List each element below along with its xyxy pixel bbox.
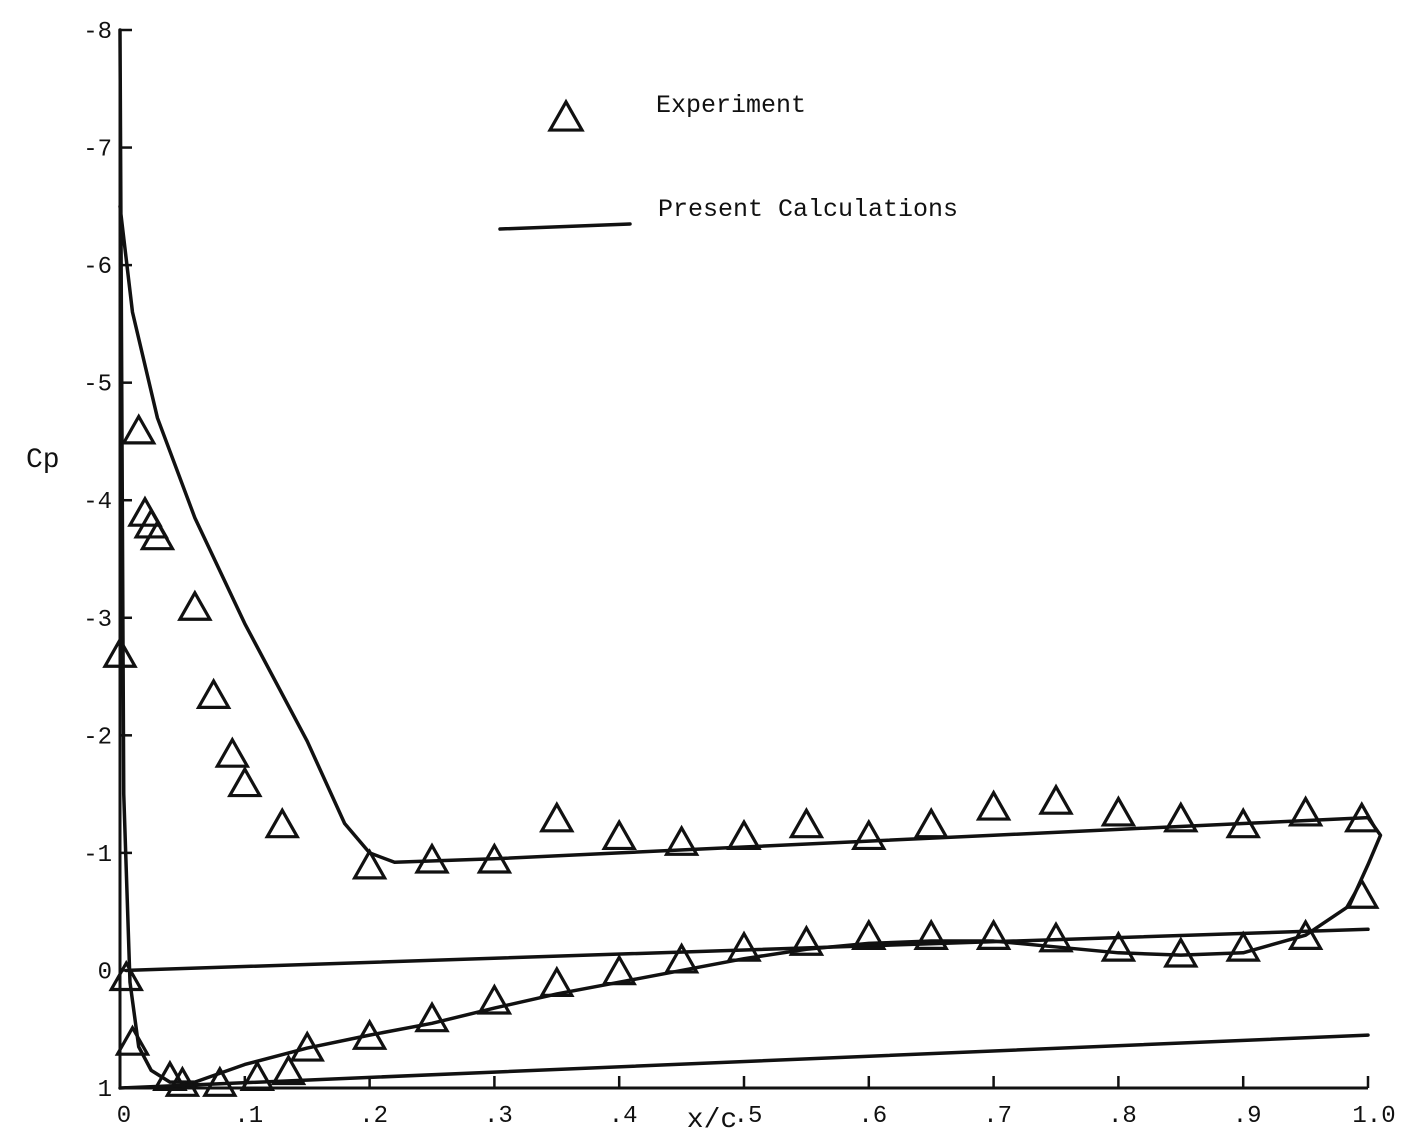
experiment-point	[120, 413, 157, 445]
experiment-point	[227, 765, 263, 798]
y-axis-tick-label: 1	[98, 1077, 112, 1104]
present-calculations-curve-1	[118, 28, 1383, 1084]
experiment-point	[663, 942, 700, 974]
experiment-point	[726, 930, 762, 962]
experiment-point	[1038, 921, 1074, 953]
x-axis-tick-label: .8	[1108, 1103, 1137, 1130]
x-axis-tick-label: .6	[858, 1103, 887, 1130]
experiment-point	[214, 736, 251, 768]
x-axis-tick-label: .2	[359, 1103, 388, 1130]
x-axis-tick-label: 0	[117, 1103, 131, 1130]
experiment-point	[851, 918, 887, 950]
x-axis-tick-label: .4	[609, 1103, 638, 1130]
y-axis-tick-label: -7	[83, 137, 112, 164]
x-axis-tick-label: .9	[1233, 1103, 1262, 1130]
y-axis-tick-label: -1	[83, 842, 112, 869]
experiment-point	[726, 818, 762, 851]
experiment-point	[1163, 936, 1199, 968]
experiment-point	[851, 818, 887, 851]
experiment-markers	[102, 413, 1380, 1097]
y-axis-tick-label: -4	[83, 489, 112, 516]
experiment-point	[351, 848, 388, 880]
experiment-point	[1225, 930, 1261, 962]
experiment-point	[975, 789, 1012, 821]
x-axis-tick-label: .7	[983, 1103, 1012, 1130]
experiment-point	[102, 636, 138, 668]
experiment-point	[476, 842, 513, 874]
experiment-point	[139, 519, 176, 551]
experiment-point	[195, 677, 232, 709]
experiment-point	[1344, 801, 1380, 833]
experiment-point	[913, 918, 949, 950]
x-axis-tick-label: .1	[234, 1103, 263, 1130]
experiment-point	[289, 1030, 325, 1062]
experiment-point	[177, 589, 213, 621]
experiment-point	[239, 1059, 276, 1092]
present-calculations-curve-2	[124, 927, 1370, 973]
experiment-point	[539, 965, 575, 997]
experiment-point	[1344, 877, 1380, 909]
x-axis-tick-label: 1.0	[1352, 1103, 1395, 1130]
experiment-point	[1100, 930, 1137, 962]
experiment-point	[1100, 795, 1137, 827]
experiment-point	[202, 1065, 238, 1097]
legend-present-calculations-line-icon	[498, 222, 632, 231]
experiment-point	[114, 1024, 151, 1056]
experiment-point	[1287, 918, 1324, 950]
experiment-point	[476, 983, 513, 1015]
x-axis-tick-label: .3	[484, 1103, 513, 1130]
experiment-point	[1038, 783, 1074, 815]
experiment-point	[539, 801, 575, 833]
experiment-point	[975, 918, 1012, 950]
legend-present-calculations-label: Present Calculations	[658, 195, 958, 224]
y-axis-tick-label: -8	[83, 19, 112, 46]
experiment-point	[788, 807, 825, 839]
experiment-point	[601, 954, 637, 986]
experiment-point	[663, 824, 700, 856]
experiment-point	[270, 1053, 307, 1086]
experiment-point	[414, 842, 450, 874]
y-axis-tick-label: -2	[83, 724, 112, 751]
experiment-point	[351, 1018, 388, 1050]
experiment-point	[414, 1001, 450, 1033]
experiment-point	[913, 807, 949, 839]
experiment-point	[164, 1065, 201, 1097]
y-axis-tick-label: -6	[83, 254, 112, 281]
y-axis-tick-label: -3	[83, 607, 112, 634]
axis-ticks	[118, 28, 1370, 1090]
experiment-point	[1287, 795, 1324, 827]
present-calculations-curve-3	[118, 1033, 1370, 1090]
experiment-point	[1225, 807, 1261, 839]
experiment-point	[788, 924, 825, 956]
legend: Experiment Present Calculations	[498, 91, 958, 231]
legend-experiment-triangle-icon	[547, 98, 585, 132]
x-axis-tick-label: .5	[734, 1103, 763, 1130]
experiment-point	[108, 959, 144, 992]
y-axis-tick-label: 0	[98, 959, 112, 986]
y-axis-tick-label: -5	[83, 372, 112, 399]
x-axis-label: x/c	[687, 1105, 737, 1132]
experiment-point	[264, 807, 300, 839]
legend-experiment-label: Experiment	[656, 91, 806, 120]
present-calculations-curves	[118, 28, 1383, 1090]
experiment-point	[1163, 801, 1199, 833]
experiment-point	[601, 818, 637, 851]
y-axis-label: Cp	[26, 445, 60, 476]
